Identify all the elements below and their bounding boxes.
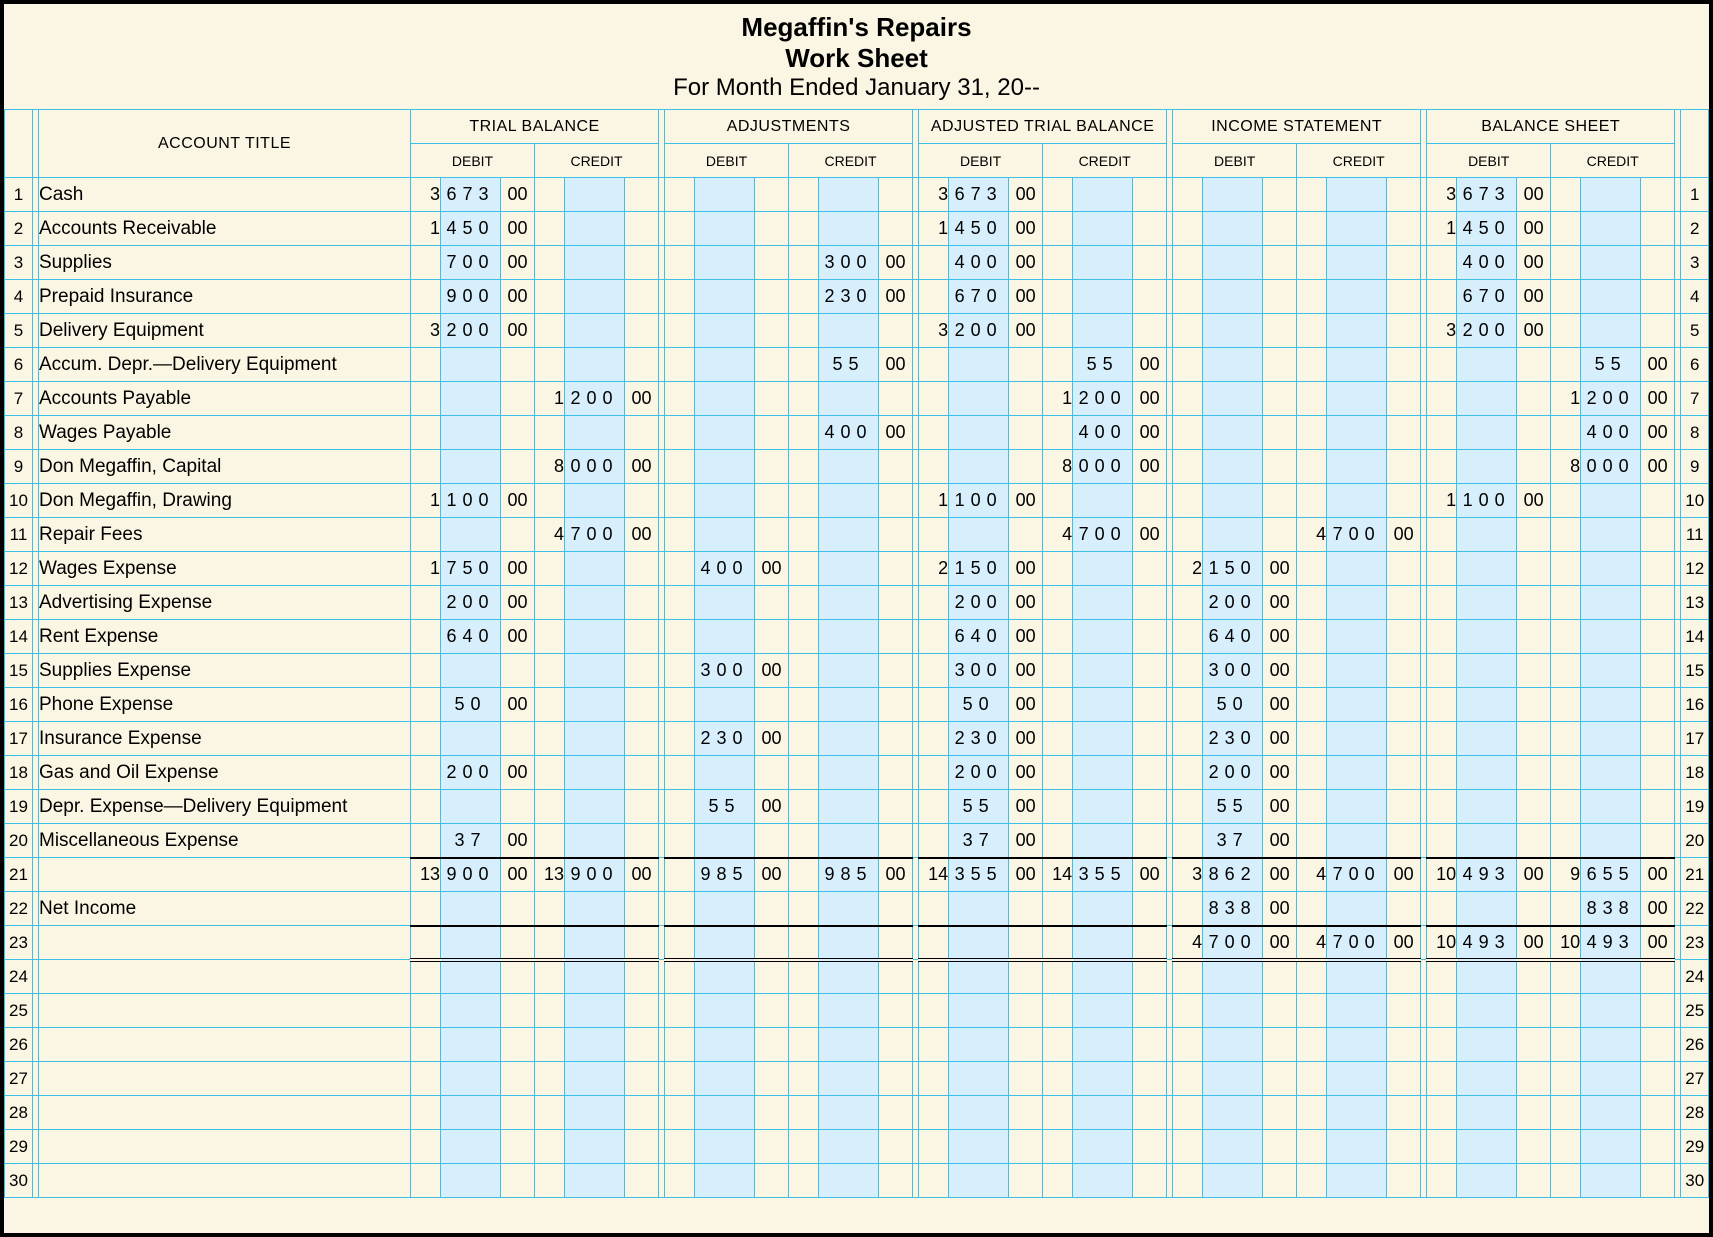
account-title [39,1096,411,1130]
table-row: 20Miscellaneous Expense37003700370020 [5,824,1709,858]
account-title [39,1062,411,1096]
account-title: Delivery Equipment [39,314,411,348]
table-row: 11Repair Fees47000047000047000011 [5,518,1709,552]
table-row: 1Cash3673003673003673001 [5,178,1709,212]
table-row: 2626 [5,1028,1709,1062]
account-title: Accounts Payable [39,382,411,416]
account-title: Repair Fees [39,518,411,552]
account-title: Wages Expense [39,552,411,586]
table-row: 2727 [5,1062,1709,1096]
table-row: 17Insurance Expense23000230002300017 [5,722,1709,756]
account-title: Don Megaffin, Drawing [39,484,411,518]
table-row: 16Phone Expense50005000500016 [5,688,1709,722]
table-row: 2424 [5,960,1709,994]
account-title: Prepaid Insurance [39,280,411,314]
account-title: Net Income [39,892,411,926]
table-row: 12Wages Expense1750004000021500021500012 [5,552,1709,586]
account-title: Rent Expense [39,620,411,654]
table-row: 22Net Income838008380022 [5,892,1709,926]
table-row: 10Don Megaffin, Drawing11000011000011000… [5,484,1709,518]
account-title: Insurance Expense [39,722,411,756]
account-title: Accounts Receivable [39,212,411,246]
table-row: 2828 [5,1096,1709,1130]
account-title: Don Megaffin, Capital [39,450,411,484]
account-title: Advertising Expense [39,586,411,620]
table-row: 3Supplies700003000040000400003 [5,246,1709,280]
table-row: 4Prepaid Insurance900002300067000670004 [5,280,1709,314]
worksheet-table: ACCOUNT TITLETRIAL BALANCEADJUSTMENTSADJ… [4,109,1709,1198]
worksheet-frame: Megaffin's Repairs Work Sheet For Month … [0,0,1713,1237]
table-row: 2929 [5,1130,1709,1164]
account-title: Accum. Depr.—Delivery Equipment [39,348,411,382]
account-title: Cash [39,178,411,212]
table-row: 13Advertising Expense20000200002000013 [5,586,1709,620]
company-name: Megaffin's Repairs [4,12,1709,43]
table-row: 5Delivery Equipment3200003200003200005 [5,314,1709,348]
account-title: Depr. Expense—Delivery Equipment [39,790,411,824]
account-title: Gas and Oil Expense [39,756,411,790]
account-title [39,960,411,994]
table-row: 18Gas and Oil Expense20000200002000018 [5,756,1709,790]
account-title: Supplies Expense [39,654,411,688]
table-row: 2Accounts Receivable1450001450001450002 [5,212,1709,246]
account-title [39,1164,411,1198]
table-row: 8Wages Payable4000040000400008 [5,416,1709,450]
account-title [39,858,411,892]
table-row: 2525 [5,994,1709,1028]
table-row: 15Supplies Expense30000300003000015 [5,654,1709,688]
table-row: 6Accum. Depr.—Delivery Equipment55005500… [5,348,1709,382]
table-row: 7Accounts Payable1200001200001200007 [5,382,1709,416]
table-row: 2113900001390000985009850014355001435500… [5,858,1709,892]
table-row: 3030 [5,1164,1709,1198]
account-title [39,994,411,1028]
account-title: Miscellaneous Expense [39,824,411,858]
account-title: Phone Expense [39,688,411,722]
account-title [39,1130,411,1164]
sheet-title: Work Sheet [4,43,1709,74]
table-row: 19Depr. Expense—Delivery Equipment550055… [5,790,1709,824]
account-title: Wages Payable [39,416,411,450]
account-title [39,1028,411,1062]
account-title: Supplies [39,246,411,280]
worksheet-header: Megaffin's Repairs Work Sheet For Month … [4,12,1709,103]
table-row: 9Don Megaffin, Capital800000800000800000… [5,450,1709,484]
account-title [39,926,411,960]
period: For Month Ended January 31, 20-- [4,74,1709,103]
table-row: 14Rent Expense64000640006400014 [5,620,1709,654]
table-row: 234700004700001049300104930023 [5,926,1709,960]
